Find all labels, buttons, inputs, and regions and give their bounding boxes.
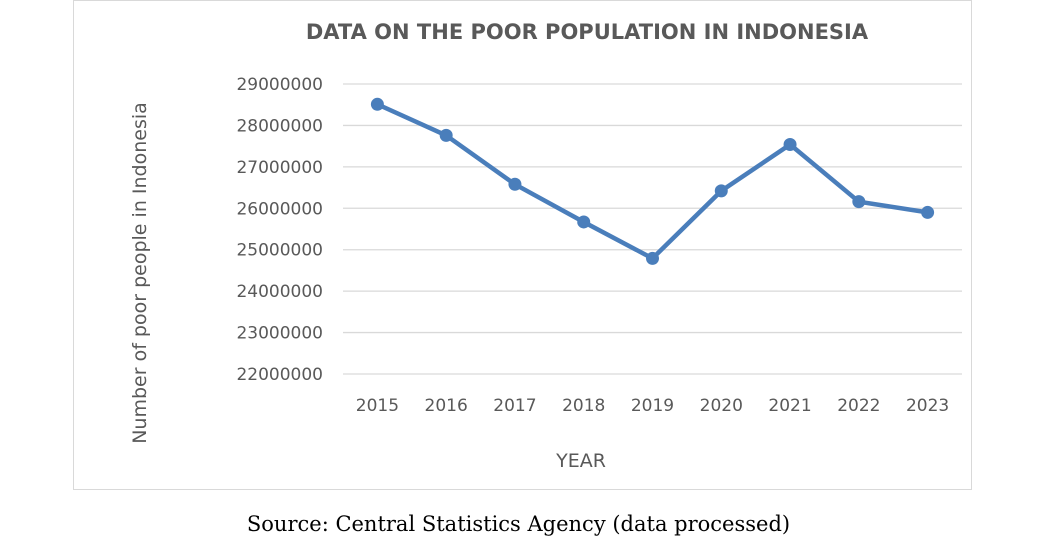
x-tick-label: 2022 [837,396,880,416]
x-tick-label: 2017 [493,396,536,416]
y-tick-label: 28000000 [236,116,323,136]
data-point [714,184,728,198]
chart-title: DATA ON THE POOR POPULATION IN INDONESIA [306,20,869,44]
data-point [577,215,591,229]
y-tick-label: 26000000 [236,199,323,219]
x-tick-label: 2019 [631,396,674,416]
y-tick-label: 27000000 [236,158,323,178]
gridlines [343,83,962,375]
series-line [375,102,930,261]
x-tick-label: 2020 [700,396,743,416]
x-tick-label: 2015 [356,396,399,416]
x-tick-label: 2018 [562,396,605,416]
data-point [921,205,935,219]
chart-frame [73,0,972,490]
y-tick-label: 22000000 [236,365,323,385]
x-axis-ticks: 2015 2016 2017 2018 2019 2020 2021 2022 2023 [356,396,949,416]
x-tick-label: 2016 [425,396,468,416]
data-point [852,195,866,209]
x-tick-label: 2021 [768,396,811,416]
line-chart: DATA ON THE POOR POPULATION IN INDONESIA… [129,20,962,472]
data-point [508,177,522,191]
y-axis-ticks: 29000000 28000000 27000000 26000000 25000000… [236,75,323,385]
series-layer [370,97,935,265]
y-axis-title: Number of poor people in Indonesia [129,102,151,444]
y-tick-label: 24000000 [236,282,323,302]
data-point [439,128,453,142]
y-tick-label: 23000000 [236,324,323,344]
y-tick-label: 29000000 [236,75,323,95]
data-point [783,137,797,151]
data-point [646,251,659,265]
x-tick-label: 2023 [906,396,949,416]
y-tick-label: 25000000 [236,241,323,261]
data-point [370,97,384,111]
x-axis-title: YEAR [555,450,606,472]
source-caption: Source: Central Statistics Agency (data … [246,512,791,536]
